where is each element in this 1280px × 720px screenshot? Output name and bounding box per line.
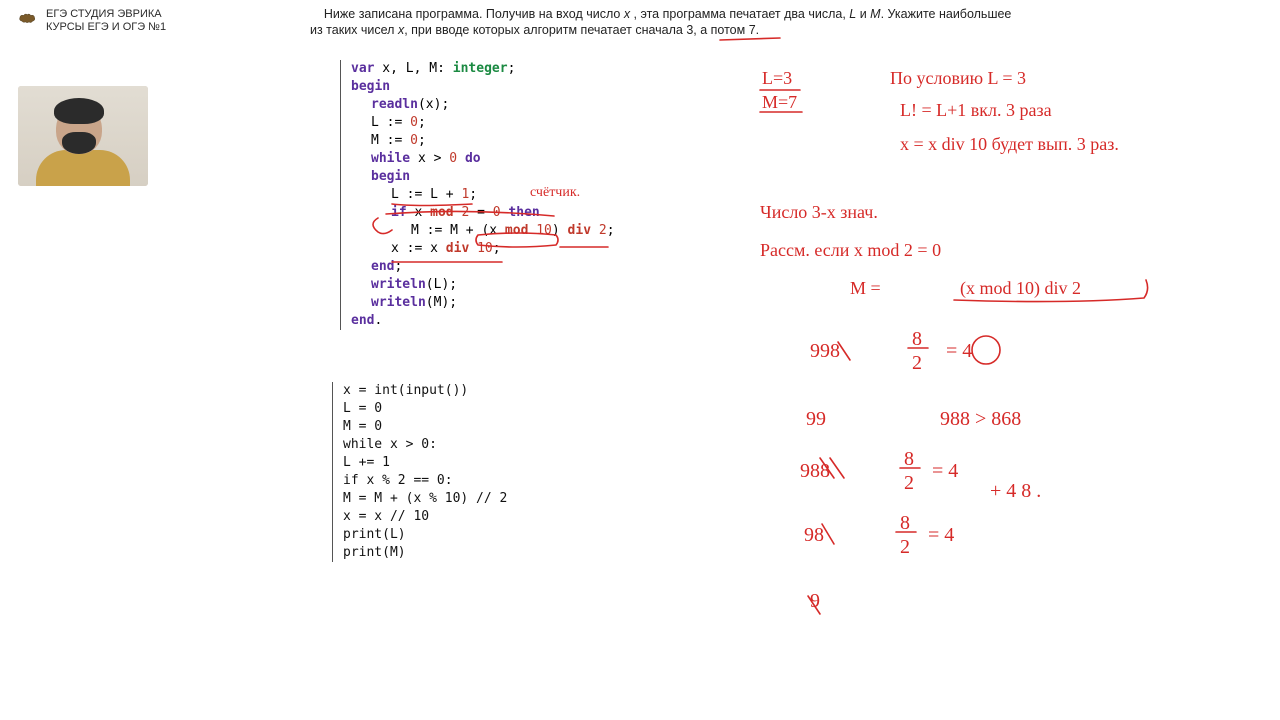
handwritten-note: L! = L+1 вкл. 3 раза [900, 100, 1052, 121]
handwritten-note: M = [850, 278, 881, 299]
handwritten-note: 99 [806, 408, 826, 431]
handwritten-note: Рассм. если x mod 2 = 0 [760, 240, 941, 261]
handwritten-note: По условию L = 3 [890, 68, 1026, 89]
handwritten-note: x = x div 10 будет вып. 3 раз. [900, 134, 1119, 155]
handwritten-note: M=7 [762, 92, 797, 113]
handwritten-note: = 4 [946, 340, 972, 363]
handwritten-note: 8 [912, 328, 922, 351]
handwritten-note: счётчик. [530, 185, 580, 201]
presenter-webcam [18, 86, 148, 186]
handwritten-note: 988 [800, 460, 830, 483]
handwritten-note: 8 [904, 448, 914, 471]
pascal-code-block: var x, L, M: integer;beginreadln(x);L :=… [340, 60, 681, 330]
handwritten-note: 98 [804, 524, 824, 547]
handwritten-note: + 4 8 . [990, 480, 1041, 503]
handwritten-note: 998 [810, 340, 840, 363]
handwritten-note: L=3 [762, 68, 792, 89]
logo: ЕГЭ СТУДИЯ ЭВРИКА КУРСЫ ЕГЭ И ОГЭ №1 [18, 8, 166, 34]
logo-line2: КУРСЫ ЕГЭ И ОГЭ №1 [46, 21, 166, 34]
brain-icon [18, 12, 40, 30]
python-code-block: x = int(input()) L = 0 M = 0while x > 0:… [332, 382, 603, 562]
handwritten-note: 2 [900, 536, 910, 559]
handwritten-note: 2 [912, 352, 922, 375]
handwritten-note: 8 [900, 512, 910, 535]
handwritten-note: (x mod 10) div 2 [960, 278, 1081, 299]
handwritten-note: = 4 [932, 460, 958, 483]
handwritten-note: 2 [904, 472, 914, 495]
logo-line1: ЕГЭ СТУДИЯ ЭВРИКА [46, 8, 166, 21]
handwritten-note: 988 > 868 [940, 408, 1021, 431]
handwritten-note: Число 3-х знач. [760, 202, 878, 223]
problem-statement: Ниже записана программа. Получив на вход… [310, 6, 1140, 38]
handwritten-note: = 4 [928, 524, 954, 547]
handwritten-note: 9 [810, 590, 820, 613]
